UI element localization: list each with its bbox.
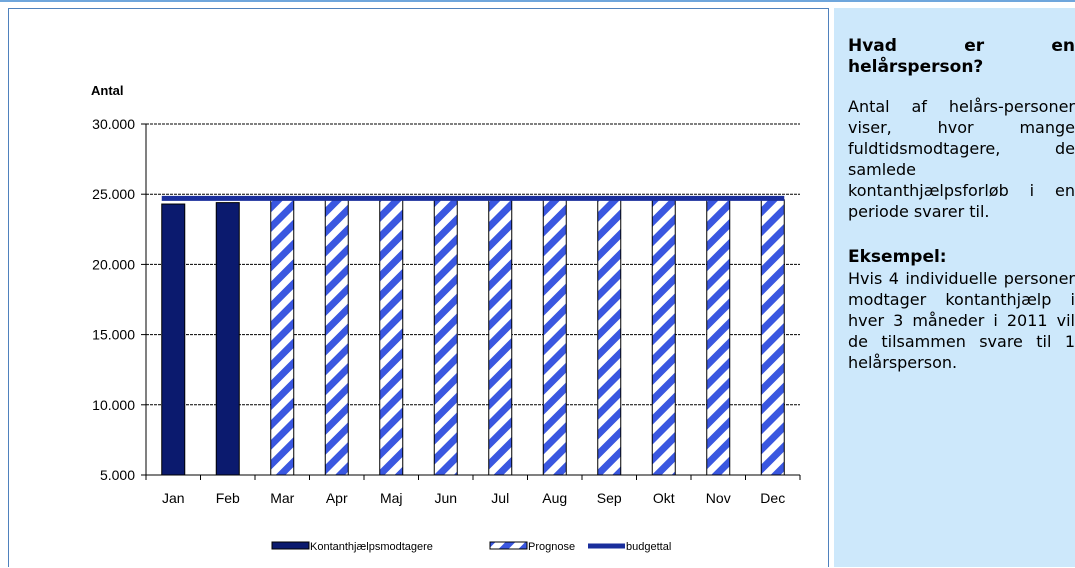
x-tick-label: Feb xyxy=(216,490,240,506)
x-tick-label: Dec xyxy=(760,490,785,506)
y-tick-label: 20.000 xyxy=(92,256,135,272)
legend-label: budgettal xyxy=(626,541,671,553)
legend: Kontanthjælpsmodtagere Prognose budgettal xyxy=(271,541,671,553)
bar xyxy=(379,196,404,476)
example-heading: Eksempel: xyxy=(848,247,947,267)
y-axis-label: Antal xyxy=(91,83,124,98)
info-heading: Hvad er en helårsperson? xyxy=(848,36,1075,77)
bar xyxy=(433,196,458,476)
grid-layer xyxy=(146,123,800,406)
bar xyxy=(161,203,186,476)
x-tick-label: Maj xyxy=(380,490,403,506)
info-paragraph: Antal af helårs-personer viser, hvor man… xyxy=(848,97,1075,221)
axis-layer: 5.000 10.000 15.000 20.000 25.000 30.000 Jan Fe… xyxy=(92,116,801,506)
legend-label: Kontanthjælpsmodtagere xyxy=(310,541,433,553)
x-tick-label: Nov xyxy=(706,490,731,506)
example-paragraph: Hvis 4 individuelle personer modtager ko… xyxy=(848,269,1075,372)
y-tick-label: 10.000 xyxy=(92,397,135,413)
info-panel: Hvad er en helårsperson? Antal af helårs… xyxy=(834,8,1075,567)
bar xyxy=(324,196,349,476)
legend-label: Prognose xyxy=(528,541,575,553)
x-tick-label: Okt xyxy=(653,490,675,506)
chart-panel: Antal 5.000 10.000 15.000 20.000 25.000 30.00… xyxy=(8,8,829,567)
bar xyxy=(706,197,731,476)
bar xyxy=(597,197,622,476)
y-tick-label: 30.000 xyxy=(92,116,135,132)
x-tick-label: Jan xyxy=(162,490,185,506)
x-tick-label: Apr xyxy=(326,490,348,506)
x-tick-label: Jun xyxy=(434,490,457,506)
bar xyxy=(542,197,567,476)
x-tick-label: Mar xyxy=(270,490,294,506)
bar xyxy=(488,197,513,476)
bar xyxy=(270,197,295,476)
x-tick-label: Jul xyxy=(491,490,509,506)
y-tick-label: 15.000 xyxy=(92,327,135,343)
top-rule xyxy=(0,0,1075,2)
bar xyxy=(215,202,240,476)
bar xyxy=(651,197,676,476)
y-tick-label: 5.000 xyxy=(100,467,135,483)
y-tick-label: 25.000 xyxy=(92,186,135,202)
x-tick-label: Aug xyxy=(542,490,567,506)
legend-swatch-prognose xyxy=(489,541,528,550)
chart-svg: Antal 5.000 10.000 15.000 20.000 25.000 30.00… xyxy=(91,83,801,553)
bars-layer xyxy=(161,196,785,476)
bar xyxy=(760,199,785,476)
x-tick-label: Sep xyxy=(597,490,622,506)
legend-swatch-kontanthjaelp xyxy=(271,541,310,550)
